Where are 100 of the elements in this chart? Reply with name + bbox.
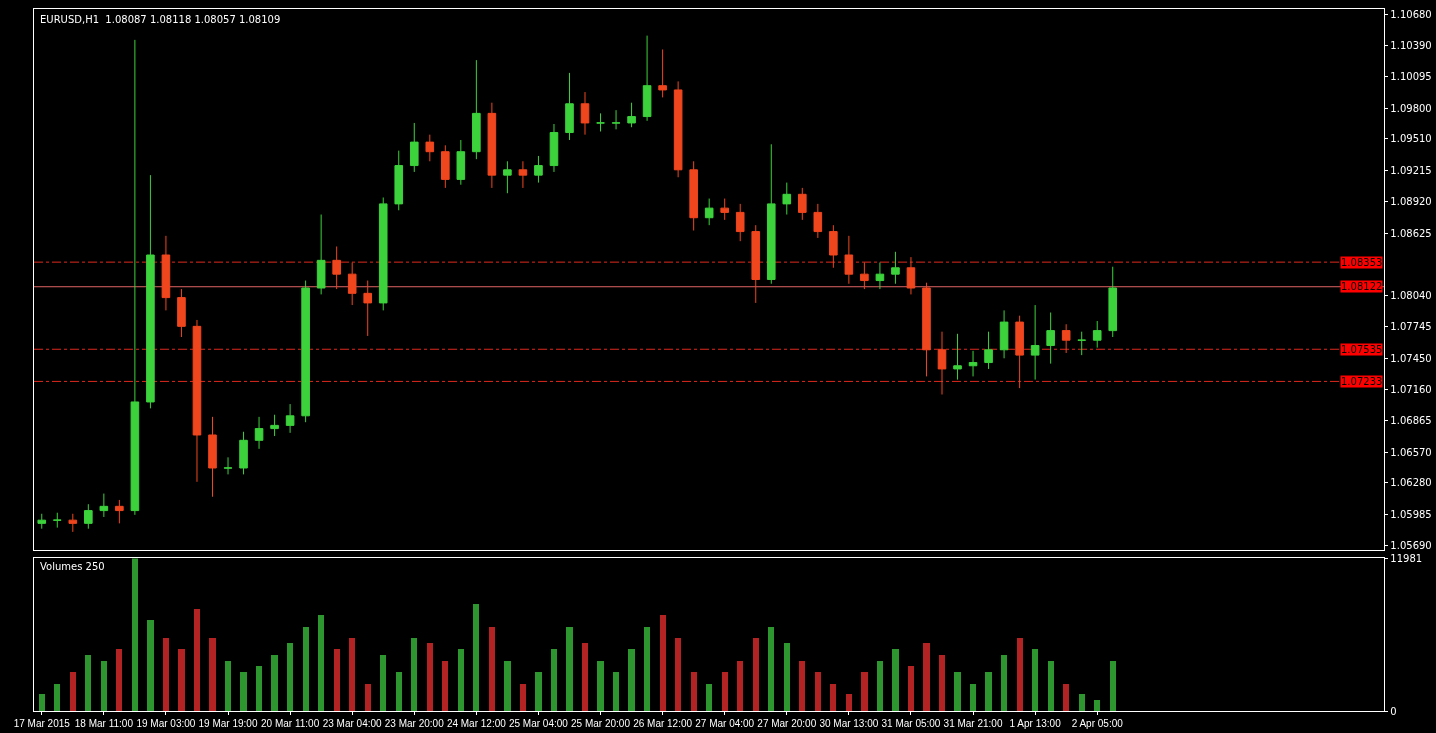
x-tick-label: 20 Mar 11:00 — [261, 718, 320, 729]
candlestick — [658, 48, 667, 98]
bar — [1063, 684, 1069, 711]
candlestick — [146, 174, 155, 409]
candlestick — [565, 72, 574, 141]
x-tick-label: 31 Mar 21:00 — [943, 718, 1003, 729]
candlestick — [208, 416, 217, 498]
candlestick — [503, 160, 512, 194]
x-tick-label: 30 Mar 13:00 — [819, 718, 879, 729]
candlestick — [301, 280, 310, 423]
y-tick-label: 1.06280 — [1390, 477, 1432, 489]
candlestick — [472, 59, 481, 160]
bar — [582, 643, 588, 711]
bar — [1032, 649, 1038, 711]
bar — [132, 558, 138, 711]
candlestick — [549, 123, 559, 173]
candlestick — [99, 493, 109, 518]
bar — [830, 684, 836, 711]
bar — [535, 672, 542, 711]
text: EURUSD,H1 1.08087 1.08118 1.08057 1.08109 — [40, 14, 281, 25]
candlestick — [316, 214, 326, 295]
bar — [1048, 661, 1054, 711]
y-tick-label: 1.05690 — [1390, 540, 1432, 552]
bar — [442, 661, 448, 711]
bar — [256, 666, 262, 711]
bar — [349, 638, 355, 711]
candlestick — [1092, 320, 1102, 349]
x-tick-label: 27 Mar 20:00 — [757, 718, 817, 729]
candlestick — [766, 143, 776, 285]
y-tick-label: 0 — [1390, 705, 1397, 717]
candlestick — [378, 196, 388, 311]
bar — [706, 684, 712, 711]
y-tick-label: 1.06570 — [1390, 446, 1432, 458]
y-tick-label: 1.10095 — [1390, 71, 1432, 83]
candlestick — [130, 39, 140, 516]
candlestick — [968, 350, 978, 377]
candlestick — [68, 513, 78, 533]
bar — [566, 627, 573, 711]
candlestick — [487, 102, 497, 189]
bar — [39, 694, 45, 711]
y-tick-label: 1.07745 — [1390, 321, 1432, 333]
bar — [411, 638, 417, 711]
y-tick-label: 1.08625 — [1390, 227, 1432, 239]
bar — [815, 672, 821, 711]
ref-line-label: 1.07233 — [1341, 376, 1383, 387]
candlestick — [223, 456, 233, 475]
y-tick-label: 11981 — [1390, 552, 1423, 564]
y-tick-label: 1.07160 — [1390, 383, 1432, 395]
candlestick — [937, 331, 947, 396]
bar — [163, 638, 169, 711]
bar — [1110, 661, 1116, 711]
bar — [303, 627, 309, 711]
candlestick — [347, 261, 357, 306]
bar — [954, 672, 961, 711]
candlestick — [409, 122, 419, 173]
x-tick-label: 25 Mar 04:00 — [508, 718, 569, 729]
x-tick-label: 26 Mar 12:00 — [633, 718, 693, 729]
bar — [985, 672, 992, 711]
candlestick — [425, 134, 435, 162]
bar — [1079, 694, 1085, 711]
candlestick — [999, 309, 1009, 359]
candlestick — [115, 499, 124, 524]
candlestick — [596, 112, 605, 132]
bar — [722, 672, 728, 711]
bar — [489, 627, 495, 711]
candlestick — [829, 224, 838, 269]
candlestick — [627, 102, 636, 128]
bar — [753, 638, 759, 711]
candlestick — [673, 80, 683, 178]
x-tick-label: 24 Mar 12:00 — [446, 718, 507, 729]
x-tick-label: 27 Mar 04:00 — [695, 718, 755, 729]
bar — [271, 655, 278, 711]
bar — [520, 684, 526, 711]
y-tick-label: 1.05985 — [1390, 508, 1432, 520]
candlestick — [270, 414, 279, 437]
candlestick — [720, 198, 729, 221]
candlestick — [363, 280, 373, 337]
ref-line-label: 1.08122 — [1341, 281, 1383, 292]
bar — [380, 655, 386, 711]
y-tick-label: 1.07450 — [1390, 352, 1432, 364]
candlestick — [922, 282, 931, 377]
x-tick-label: 25 Mar 20:00 — [571, 718, 631, 729]
y-tick-label: 1.10390 — [1390, 39, 1432, 51]
bar — [923, 643, 930, 711]
bar — [147, 620, 154, 711]
candlestick — [611, 109, 621, 130]
candlestick — [642, 35, 652, 122]
candlestick — [875, 261, 885, 290]
bar — [178, 649, 185, 711]
bar — [287, 643, 293, 711]
candlestick — [192, 319, 202, 483]
candlestick — [906, 256, 916, 295]
candlestick — [984, 331, 993, 370]
bar — [194, 609, 200, 711]
bar — [54, 684, 60, 711]
bar — [240, 672, 247, 711]
candlestick — [534, 155, 543, 184]
bar — [628, 649, 635, 711]
x-tick-label: 17 Mar 2015 — [13, 718, 71, 729]
bar — [1094, 700, 1100, 711]
